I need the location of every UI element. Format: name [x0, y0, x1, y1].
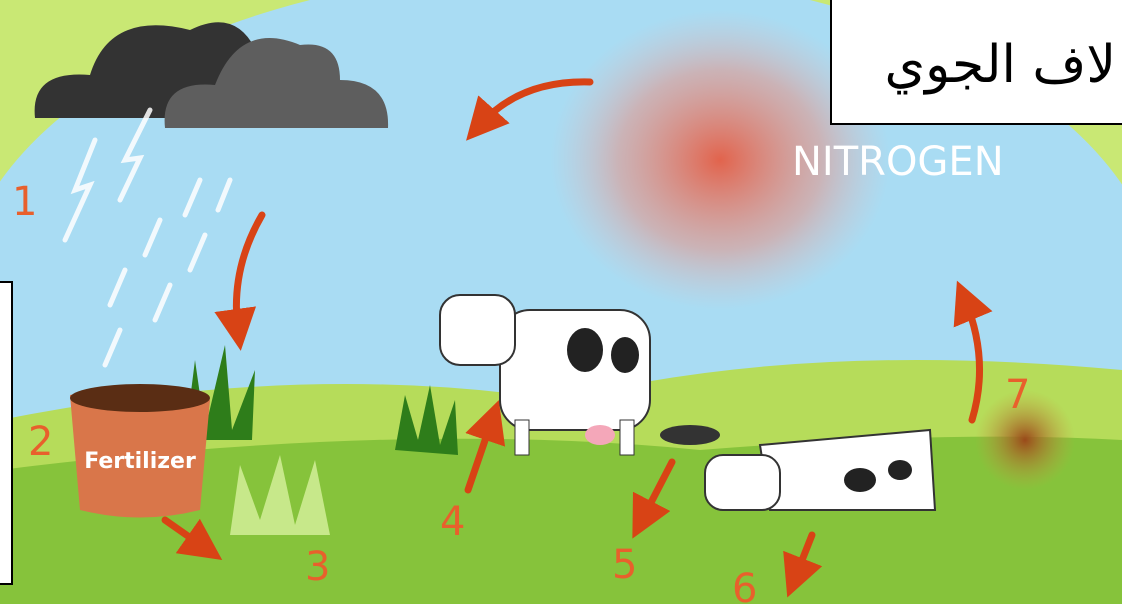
step-number: 1 [12, 179, 37, 225]
fertilizer-label: Fertilizer [84, 449, 196, 474]
step-number: 3 [305, 544, 330, 590]
page: NITROGEN Fertilizer 1 2 3 4 5 6 7 لاف ال… [0, 0, 1122, 604]
step-number: 2 [28, 419, 53, 465]
illustration: NITROGEN Fertilizer 1 2 3 4 5 6 7 لاف ال… [0, 0, 1122, 604]
step-number: 6 [732, 566, 757, 604]
left-box [0, 282, 12, 584]
dung [660, 425, 720, 445]
step-number: 5 [612, 542, 637, 588]
step-number: 7 [1005, 372, 1030, 418]
step-number: 4 [440, 499, 465, 545]
caption: لاف الجوي [884, 35, 1116, 95]
nitrogen-label: NITROGEN [792, 139, 1004, 185]
